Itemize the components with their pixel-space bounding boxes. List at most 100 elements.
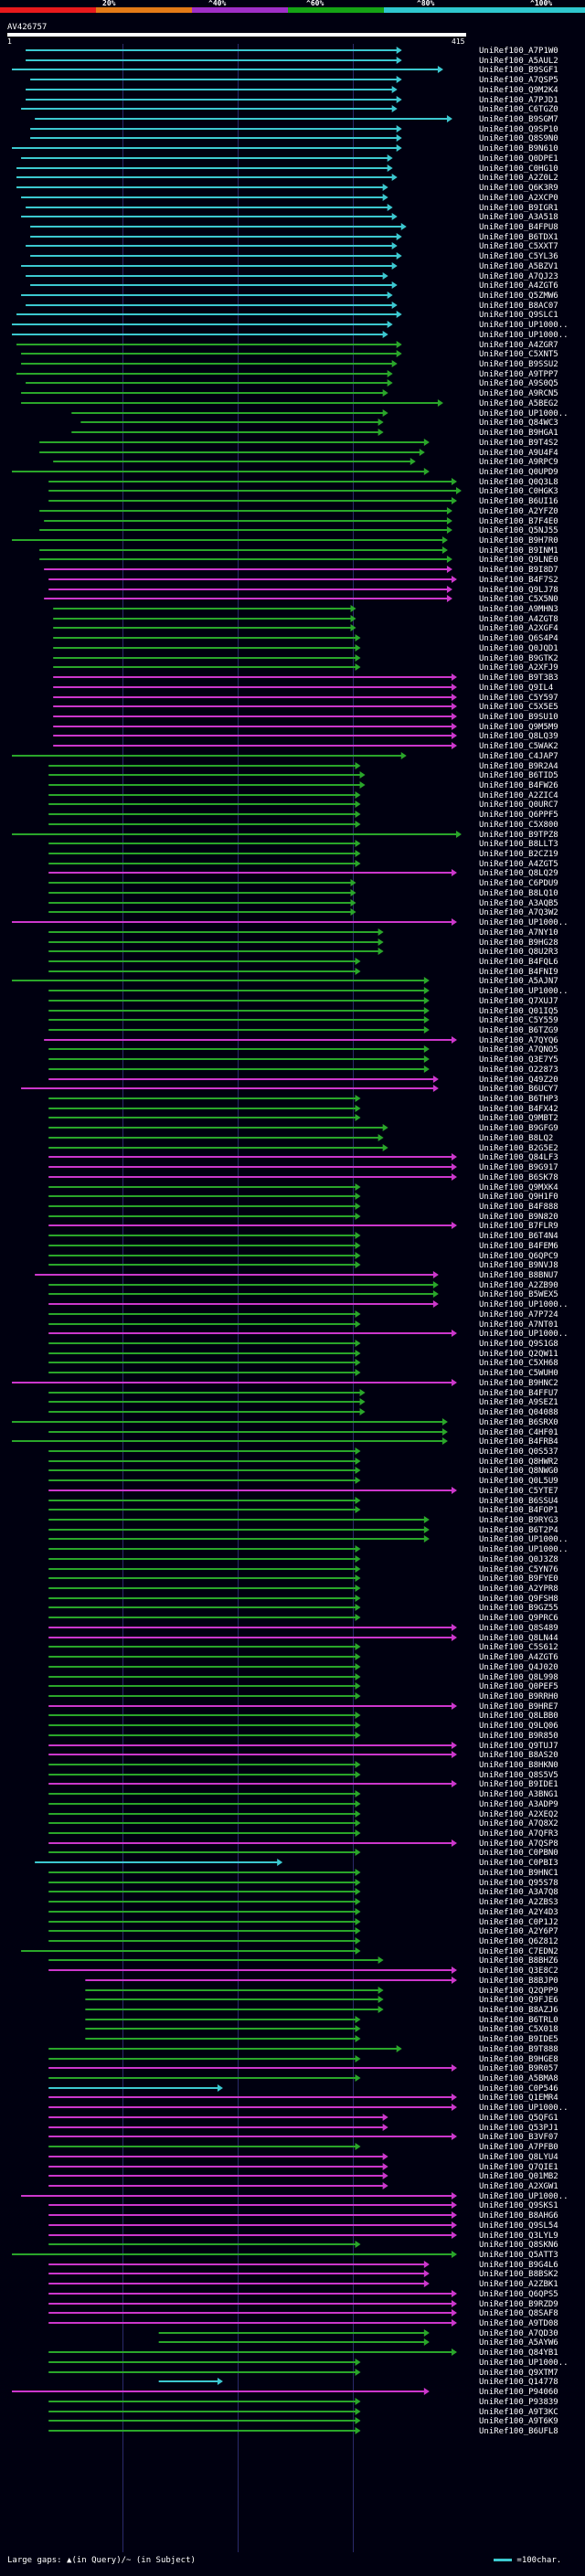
hit-row[interactable]: UniRef100_B8LQ10 [0, 888, 585, 900]
hit-row[interactable]: UniRef100_A4ZGT8 [0, 614, 585, 626]
hit-id[interactable]: UniRef100_Q9SKS1 [479, 2201, 558, 2211]
hit-id[interactable]: UniRef100_Q9M2K4 [479, 85, 558, 95]
hit-id[interactable]: UniRef100_C6PDU9 [479, 879, 558, 889]
hit-row[interactable]: UniRef100_B9N820 [0, 1212, 585, 1224]
hit-id[interactable]: UniRef100_B6TDX1 [479, 232, 558, 242]
hit-row[interactable]: UniRef100_B6SK78 [0, 1172, 585, 1184]
hit-id[interactable]: UniRef100_B9HG28 [479, 938, 558, 948]
hit-id[interactable]: UniRef100_B9IGR1 [479, 203, 558, 213]
hit-id[interactable]: UniRef100_Q9LQ06 [479, 1722, 558, 1732]
hit-row[interactable]: UniRef100_A3BNG1 [0, 1789, 585, 1801]
hit-row[interactable]: UniRef100_A5AUL2 [0, 56, 585, 68]
hit-row[interactable]: UniRef100_B9HNC1 [0, 1868, 585, 1880]
hit-row[interactable]: UniRef100_B2CZ19 [0, 849, 585, 861]
hit-row[interactable]: UniRef100_Q0JQD1 [0, 643, 585, 655]
hit-row[interactable]: UniRef100_B9T888 [0, 2044, 585, 2056]
hit-id[interactable]: UniRef100_A9U4F4 [479, 448, 558, 458]
hit-id[interactable]: UniRef100_A2XGF4 [479, 624, 558, 634]
hit-id[interactable]: UniRef100_A4ZGT6 [479, 1653, 558, 1663]
hit-id[interactable]: UniRef100_B9G4L6 [479, 2260, 558, 2270]
hit-row[interactable]: UniRef100_B8AC07 [0, 301, 585, 313]
hit-id[interactable]: UniRef100_Q9XTM7 [479, 2368, 558, 2378]
hit-row[interactable]: UniRef100_Q01IQ5 [0, 1006, 585, 1018]
hit-id[interactable]: UniRef100_B9I8D7 [479, 566, 558, 576]
hit-row[interactable]: UniRef100_A2Y6P7 [0, 1926, 585, 1938]
hit-id[interactable]: UniRef100_B9HGE8 [479, 2054, 558, 2064]
hit-id[interactable]: UniRef100_B4F888 [479, 1202, 558, 1212]
hit-row[interactable]: UniRef100_B9GTK2 [0, 653, 585, 665]
hit-row[interactable]: UniRef100_Q5QFG1 [0, 2113, 585, 2125]
hit-row[interactable]: UniRef100_A9U4F4 [0, 448, 585, 460]
hit-row[interactable]: UniRef100_C6PDU9 [0, 878, 585, 890]
hit-id[interactable]: UniRef100_A9RPC9 [479, 458, 558, 468]
hit-row[interactable]: UniRef100_Q9IL4 [0, 683, 585, 694]
hit-row[interactable]: UniRef100_A2XGF4 [0, 623, 585, 635]
hit-row[interactable]: UniRef100_B9SSU2 [0, 359, 585, 371]
hit-row[interactable]: UniRef100_Q9FJE6 [0, 1995, 585, 2007]
hit-row[interactable]: UniRef100_Q3E7Y5 [0, 1055, 585, 1066]
hit-id[interactable]: UniRef100_Q6PPF5 [479, 811, 558, 821]
hit-row[interactable]: UniRef100_Q0PEF5 [0, 1681, 585, 1693]
hit-id[interactable]: UniRef100_A7QYQ6 [479, 1035, 558, 1045]
hit-row[interactable]: UniRef100_Q0URC7 [0, 800, 585, 811]
hit-row[interactable]: UniRef100_B6T2P4 [0, 1525, 585, 1537]
hit-id[interactable]: UniRef100_B8AS20 [479, 1751, 558, 1761]
hit-row[interactable]: UniRef100_A5AJN7 [0, 976, 585, 988]
hit-row[interactable]: UniRef100_A9TPP7 [0, 369, 585, 381]
hit-row[interactable]: UniRef100_UP1000.. [0, 1544, 585, 1556]
hit-id[interactable]: UniRef100_Q9LNE0 [479, 556, 558, 566]
hit-id[interactable]: UniRef100_C0P1J2 [479, 1917, 558, 1927]
hit-row[interactable]: UniRef100_C5YN76 [0, 1564, 585, 1576]
hit-id[interactable]: UniRef100_B9T3B3 [479, 673, 558, 684]
hit-id[interactable]: UniRef100_UP1000.. [479, 1300, 569, 1310]
hit-id[interactable]: UniRef100_A7QSP8 [479, 1839, 558, 1849]
hit-id[interactable]: UniRef100_B9GTK2 [479, 653, 558, 663]
hit-row[interactable]: UniRef100_C5Y559 [0, 1015, 585, 1027]
hit-id[interactable]: UniRef100_Q8S489 [479, 1623, 558, 1633]
hit-id[interactable]: UniRef100_B9IDE5 [479, 2035, 558, 2045]
hit-row[interactable]: UniRef100_Q9FSH8 [0, 1594, 585, 1606]
hit-row[interactable]: UniRef100_Q95S78 [0, 1878, 585, 1890]
hit-id[interactable]: UniRef100_Q9FSH8 [479, 1594, 558, 1604]
hit-id[interactable]: UniRef100_Q53PJ1 [479, 2123, 558, 2133]
hit-row[interactable]: UniRef100_Q9SKS1 [0, 2200, 585, 2212]
hit-id[interactable]: UniRef100_A7NT01 [479, 1320, 558, 1330]
hit-row[interactable]: UniRef100_A3A518 [0, 212, 585, 224]
hit-id[interactable]: UniRef100_C5WUH0 [479, 1369, 558, 1379]
hit-id[interactable]: UniRef100_B4FRB4 [479, 1437, 558, 1447]
hit-id[interactable]: UniRef100_Q7QIE1 [479, 2162, 558, 2172]
hit-id[interactable]: UniRef100_C0PBI3 [479, 1859, 558, 1869]
hit-id[interactable]: UniRef100_Q14778 [479, 2378, 558, 2388]
hit-row[interactable]: UniRef100_A3ADP9 [0, 1799, 585, 1811]
hit-row[interactable]: UniRef100_A7PJD1 [0, 95, 585, 107]
hit-row[interactable]: UniRef100_A2XEQ2 [0, 1809, 585, 1821]
hit-row[interactable]: UniRef100_A9S0Q5 [0, 378, 585, 390]
hit-id[interactable]: UniRef100_P93839 [479, 2397, 558, 2407]
hit-row[interactable]: UniRef100_B9RYG3 [0, 1515, 585, 1527]
hit-id[interactable]: UniRef100_Q95S78 [479, 1878, 558, 1888]
hit-row[interactable]: UniRef100_C0P1J2 [0, 1917, 585, 1929]
hit-row[interactable]: UniRef100_B9SGF1 [0, 65, 585, 77]
hit-id[interactable]: UniRef100_Q2QW11 [479, 1349, 558, 1359]
hit-row[interactable]: UniRef100_A2YFZ0 [0, 506, 585, 518]
hit-row[interactable]: UniRef100_C6TGZ0 [0, 104, 585, 116]
hit-id[interactable]: UniRef100_B4FFU7 [479, 1388, 558, 1398]
hit-row[interactable]: UniRef100_A5BMA8 [0, 2073, 585, 2085]
hit-row[interactable]: UniRef100_B6T4N4 [0, 1231, 585, 1243]
hit-row[interactable]: UniRef100_B4FPU8 [0, 222, 585, 234]
hit-id[interactable]: UniRef100_Q01MB2 [479, 2172, 558, 2182]
hit-id[interactable]: UniRef100_B8LLT3 [479, 840, 558, 850]
hit-id[interactable]: UniRef100_B6THP3 [479, 1095, 558, 1105]
hit-id[interactable]: UniRef100_B6UFL8 [479, 2426, 558, 2436]
hit-row[interactable]: UniRef100_B9TPZ8 [0, 830, 585, 842]
hit-row[interactable]: UniRef100_B6SSU4 [0, 1496, 585, 1508]
hit-id[interactable]: UniRef100_A5AJN7 [479, 977, 558, 987]
hit-row[interactable]: UniRef100_B6TZG9 [0, 1025, 585, 1037]
hit-id[interactable]: UniRef100_B6TRL0 [479, 2015, 558, 2025]
hit-row[interactable]: UniRef100_B9G917 [0, 1162, 585, 1174]
hit-row[interactable]: UniRef100_UP1000.. [0, 986, 585, 998]
hit-row[interactable]: UniRef100_B9NVJ8 [0, 1260, 585, 1272]
hit-id[interactable]: UniRef100_C7EDN2 [479, 1946, 558, 1956]
hit-id[interactable]: UniRef100_C5X018 [479, 2025, 558, 2035]
hit-id[interactable]: UniRef100_B9RZD9 [479, 2299, 558, 2309]
